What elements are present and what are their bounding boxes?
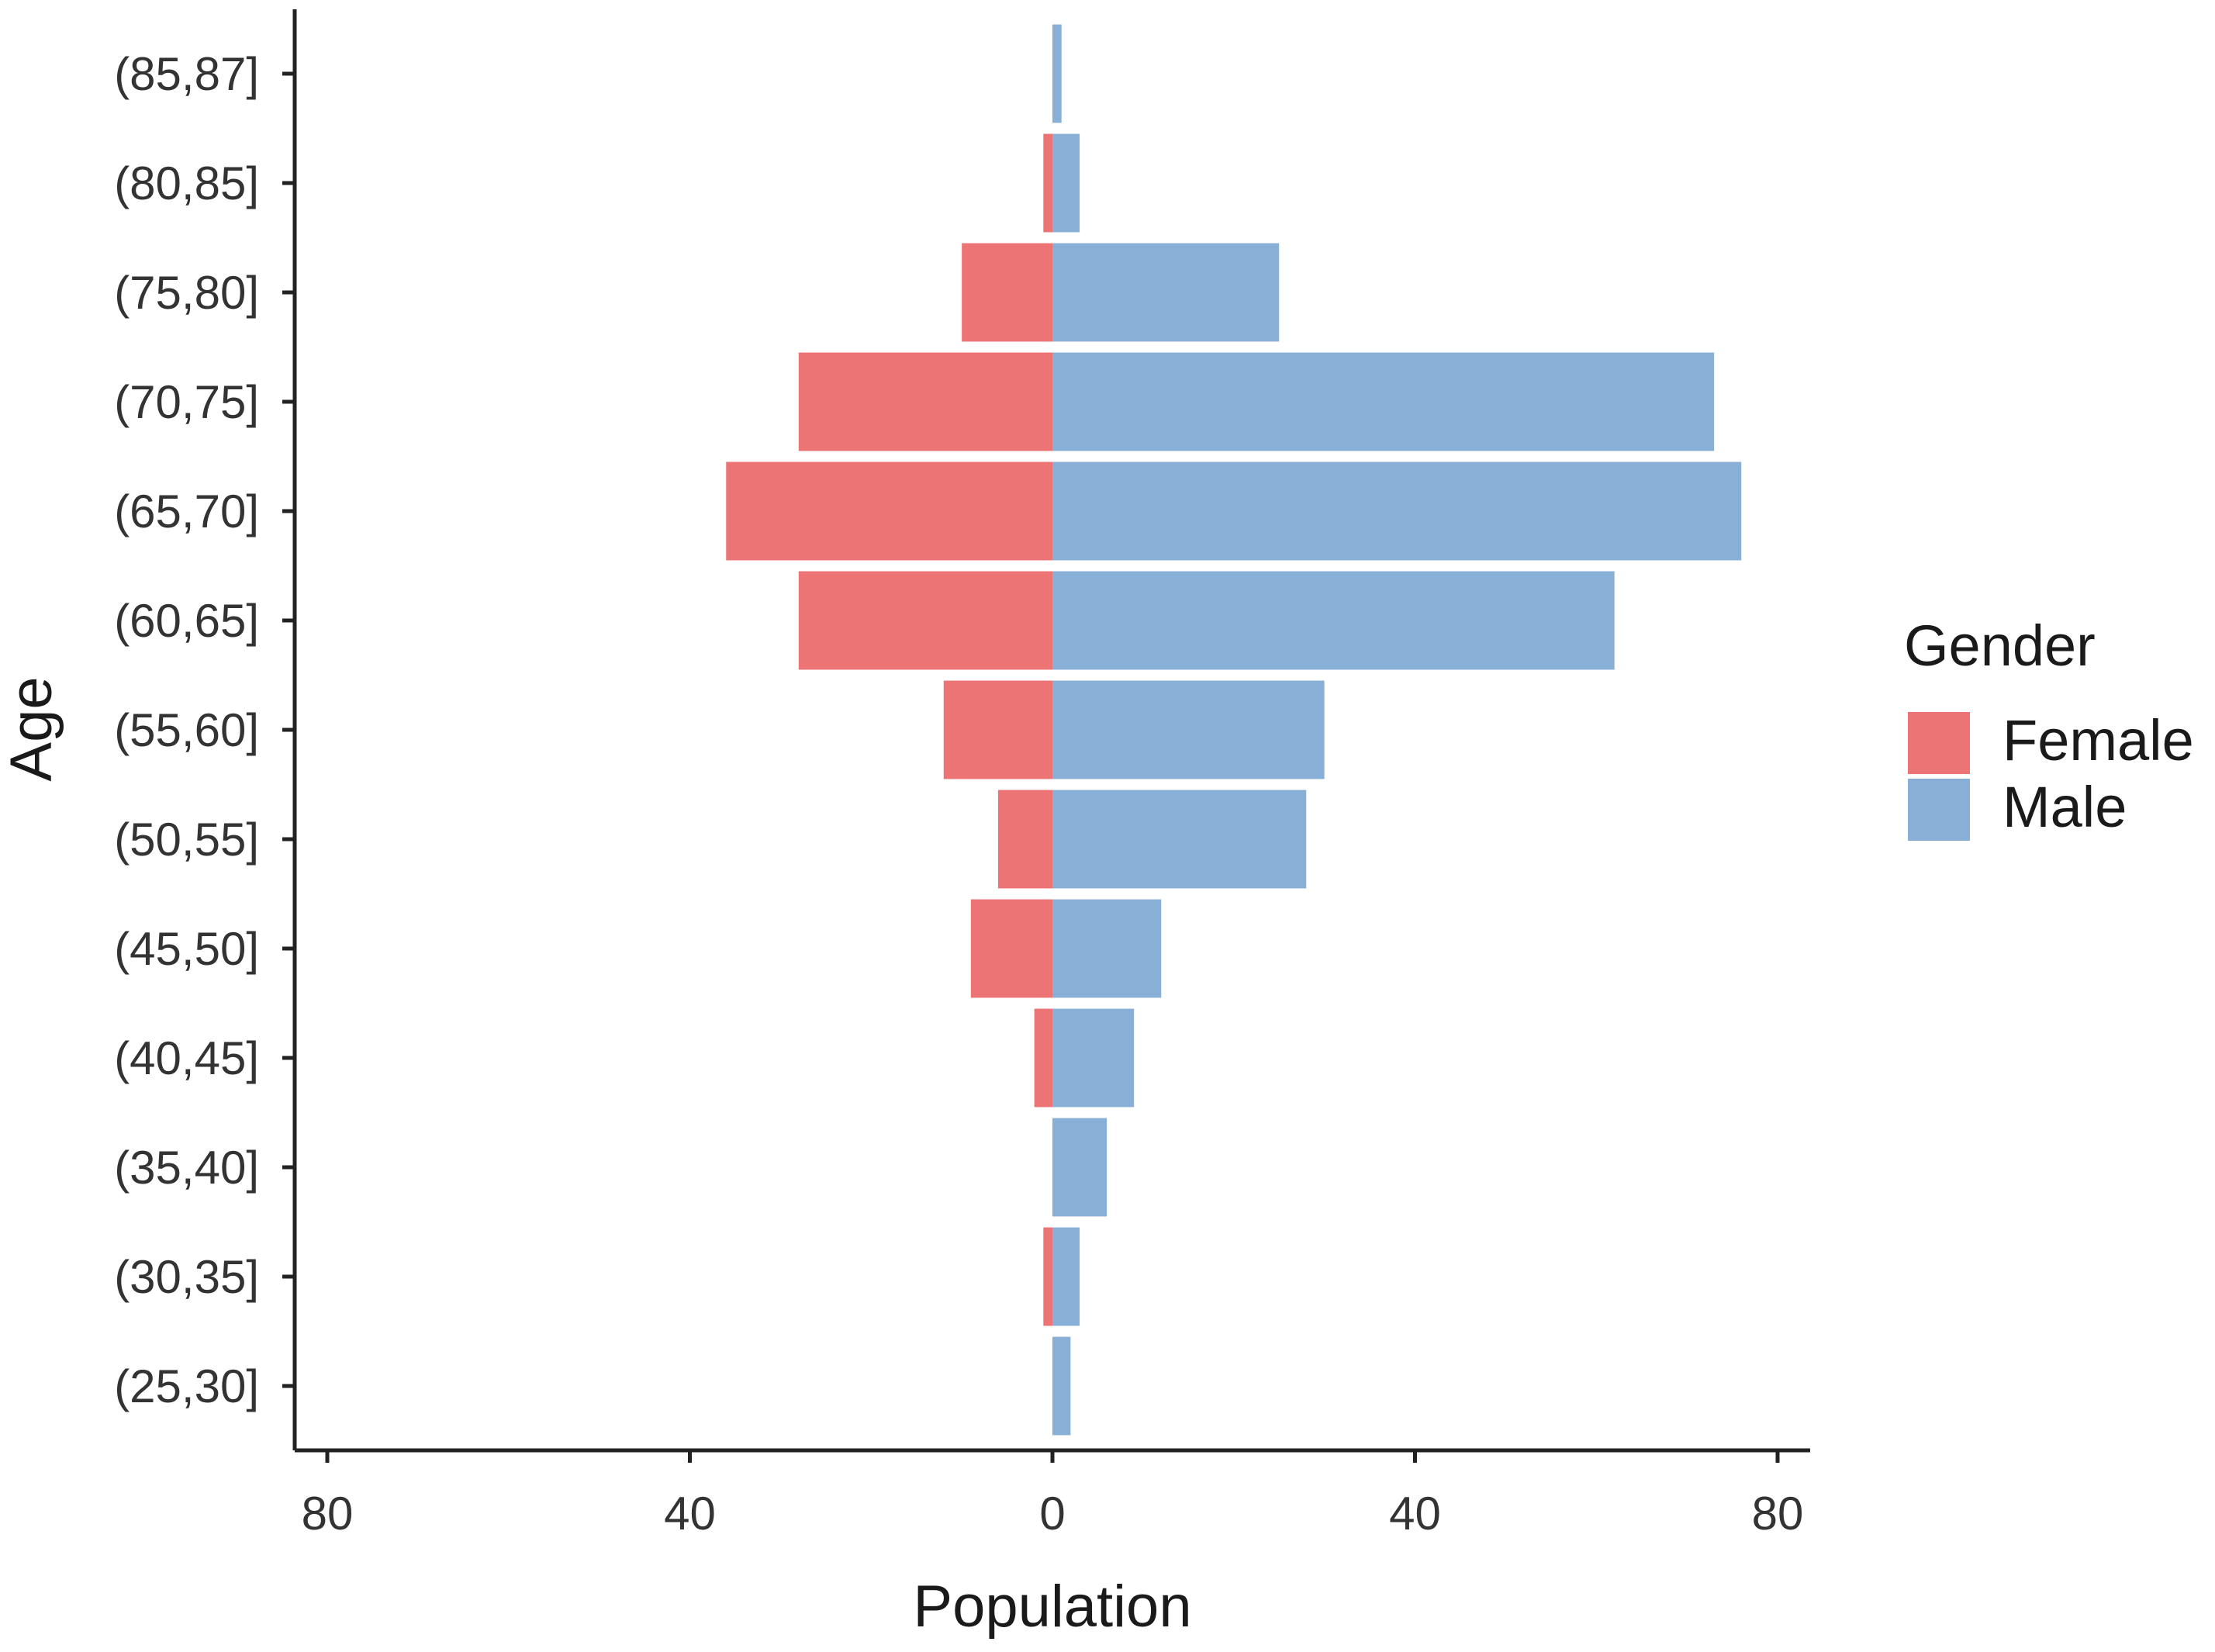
bar-male-55-60 [1052, 680, 1325, 779]
bar-male-65-70 [1052, 461, 1742, 561]
bar-male-40-45 [1052, 1008, 1135, 1108]
bar-female-55-60 [943, 680, 1052, 779]
y-tick-label-80-85: (80,85] [114, 157, 259, 209]
bar-male-60-65 [1052, 571, 1615, 670]
legend: Gender Female Male [1904, 613, 2194, 841]
bar-female-60-65 [798, 571, 1052, 670]
x-tick-label-1: 40 [664, 1488, 716, 1540]
x-axis-ticks: 80 40 0 40 80 [302, 1450, 1804, 1540]
bar-male-50-55 [1052, 790, 1307, 889]
bar-male-70-75 [1052, 352, 1715, 451]
bar-female-45-50 [970, 899, 1052, 998]
bar-male-30-35 [1052, 1227, 1080, 1326]
y-tick-label-50-55: (50,55] [114, 814, 259, 866]
x-tick-label-4: 80 [1752, 1488, 1804, 1540]
x-tick-label-3: 40 [1389, 1488, 1441, 1540]
y-tick-label-25-30: (25,30] [114, 1360, 259, 1412]
x-tick-label-0: 80 [302, 1488, 354, 1540]
bar-male-85-87 [1052, 24, 1062, 123]
bar-male-45-50 [1052, 899, 1162, 998]
y-tick-label-85-87: (85,87] [114, 48, 259, 100]
bar-female-80-85 [1043, 133, 1052, 233]
y-tick-label-30-35: (30,35] [114, 1251, 259, 1303]
bar-female-75-80 [962, 243, 1052, 342]
bar-female-40-45 [1034, 1008, 1052, 1108]
bar-male-80-85 [1052, 133, 1080, 233]
legend-label-female: Female [2002, 708, 2194, 772]
bar-female-30-35 [1043, 1227, 1052, 1326]
y-axis-ticks: (25,30] (30,35] (35,40] (40,45] (45,50] (50,5… [114, 48, 295, 1412]
y-tick-label-55-60: (55,60] [114, 704, 259, 756]
y-tick-label-40-45: (40,45] [114, 1032, 259, 1084]
legend-swatch-female [1908, 712, 1970, 774]
bar-male-25-30 [1052, 1336, 1071, 1436]
x-tick-label-2: 0 [1039, 1488, 1065, 1540]
bar-male-75-80 [1052, 243, 1280, 342]
bar-female-65-70 [726, 461, 1052, 561]
bar-male-35-40 [1052, 1118, 1108, 1217]
y-tick-label-45-50: (45,50] [114, 923, 259, 975]
y-tick-label-60-65: (60,65] [114, 595, 259, 647]
y-axis-title: Age [0, 676, 64, 781]
bar-female-50-55 [997, 790, 1052, 889]
legend-swatch-male [1908, 779, 1970, 841]
y-tick-label-75-80: (75,80] [114, 267, 259, 319]
male-bars [1052, 24, 1742, 1436]
bar-female-70-75 [798, 352, 1052, 451]
y-tick-label-70-75: (70,75] [114, 376, 259, 428]
y-tick-label-65-70: (65,70] [114, 486, 259, 537]
x-axis-title: Population [913, 1574, 1191, 1640]
legend-title: Gender [1904, 613, 2096, 678]
female-bars [726, 133, 1052, 1326]
legend-label-male: Male [2002, 775, 2127, 839]
y-tick-label-35-40: (35,40] [114, 1142, 259, 1194]
